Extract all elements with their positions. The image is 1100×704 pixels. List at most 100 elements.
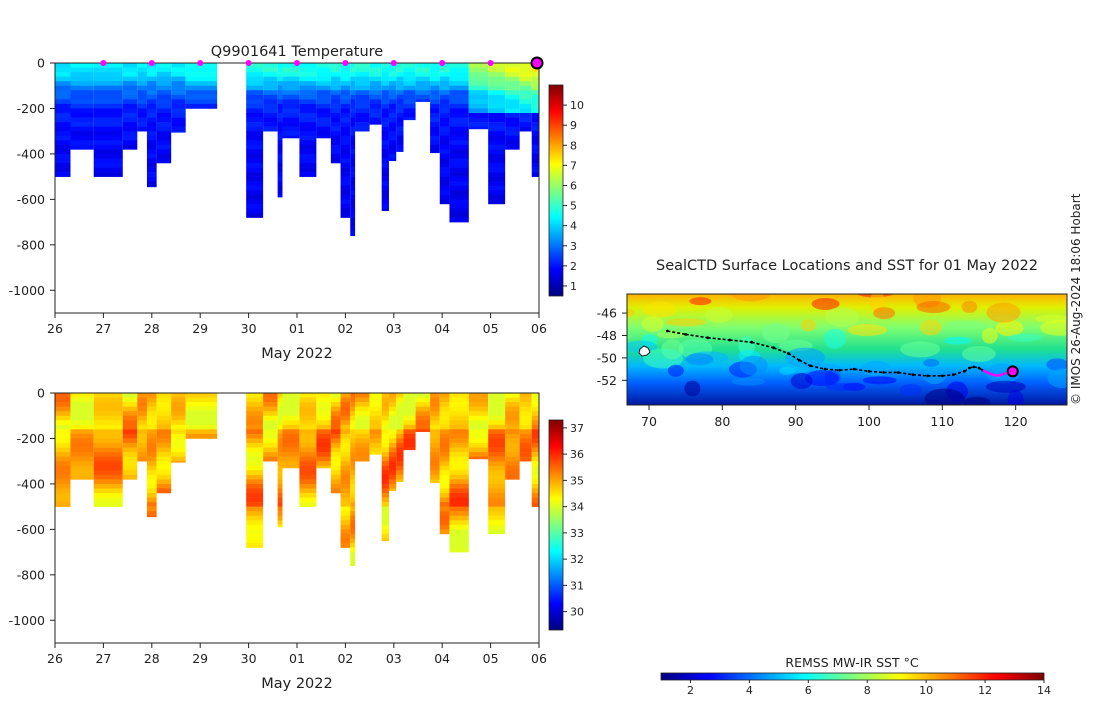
temperature-cell <box>449 190 469 196</box>
salinity-cell <box>93 406 123 412</box>
temperature-profile <box>277 63 283 198</box>
salinity-cell <box>488 524 506 530</box>
surface-markers <box>100 56 544 70</box>
sst-colorbar-tick-label: 6 <box>805 684 812 697</box>
salinity-cell <box>415 415 431 421</box>
temperature-cell <box>350 81 356 87</box>
salinity-cell <box>70 470 94 476</box>
salinity-cell <box>430 438 440 444</box>
salinity-cell <box>505 456 520 462</box>
temperature-cell <box>246 167 264 173</box>
salinity-cell <box>246 452 264 457</box>
salinity-cell <box>449 479 469 485</box>
salinity-cell <box>246 524 264 530</box>
temperature-cell <box>299 163 317 168</box>
salinity-cell <box>137 406 147 412</box>
temperature-cell <box>519 117 532 123</box>
temperature-cell <box>531 135 539 141</box>
salinity-profile <box>263 393 278 462</box>
temperature-cell <box>171 76 186 82</box>
salinity-cell <box>531 470 539 476</box>
temperature-cell <box>449 163 469 168</box>
temperature-cell <box>381 153 389 159</box>
salinity-cell <box>488 515 506 521</box>
recent-track-segment <box>996 372 1006 377</box>
temperature-cell <box>93 103 123 109</box>
temperature-cell <box>55 63 71 68</box>
temperature-cell <box>146 144 157 150</box>
temperature-cell <box>340 199 351 205</box>
temperature-cell <box>299 135 317 141</box>
temperature-cell <box>381 194 389 200</box>
salinity-cell <box>330 474 341 480</box>
temperature-cell <box>137 76 147 82</box>
temperature-cell <box>439 90 450 96</box>
salinity-cell <box>146 465 157 471</box>
temperature-cell <box>488 81 506 87</box>
temperature-cell <box>350 108 356 114</box>
salinity-cell <box>350 524 356 530</box>
y-tick-label: -200 <box>17 101 45 116</box>
salinity-cell <box>350 520 356 526</box>
track-segment <box>868 370 884 374</box>
temperature-cell <box>488 190 506 196</box>
temperature-cell <box>299 144 317 150</box>
temperature-cell <box>449 199 469 205</box>
salinity-cell <box>156 393 172 398</box>
temperature-cell <box>350 99 356 105</box>
salinity-cell <box>449 515 469 521</box>
salinity-cell <box>263 433 278 439</box>
temperature-cell <box>156 94 172 100</box>
x-tick-label: 05 <box>483 651 499 666</box>
temperature-cell <box>415 67 431 73</box>
salinity-cell <box>403 433 416 439</box>
salinity-cell <box>488 452 506 457</box>
salinity-cell <box>531 424 539 430</box>
salinity-cell <box>246 429 264 435</box>
salinity-cell <box>277 452 283 457</box>
temperature-cell <box>70 122 94 127</box>
salinity-cell <box>316 411 331 417</box>
temperature-cell <box>396 67 404 73</box>
temperature-cell <box>277 72 283 77</box>
salinity-cell <box>263 424 278 430</box>
temperature-cell <box>505 103 520 109</box>
salinity-cell <box>185 429 218 435</box>
temperature-cell <box>388 90 397 96</box>
sst-eddy <box>805 370 840 387</box>
temperature-cell <box>277 126 283 132</box>
salinity-cell <box>316 443 331 448</box>
sst-eddy <box>986 302 1021 323</box>
temperature-cell <box>350 176 356 182</box>
salinity-cell <box>55 479 71 485</box>
salinity-cell <box>505 474 520 480</box>
salinity-cell <box>330 479 341 485</box>
salinity-cell <box>403 420 416 426</box>
salinity-cell <box>350 506 356 512</box>
temperature-cell <box>282 135 300 139</box>
temperature-cell <box>156 72 172 77</box>
salinity-cell <box>388 483 397 489</box>
temperature-cell <box>468 63 489 68</box>
x-tick-label: 01 <box>289 651 305 666</box>
temperature-cell <box>488 108 506 114</box>
salinity-cell <box>93 402 123 407</box>
sst-eddy <box>790 372 813 389</box>
temperature-title: Q9901641 Temperature <box>211 44 384 60</box>
temperature-cell <box>340 99 351 105</box>
salinity-cell <box>439 447 450 453</box>
map-x-ticks: 70 80 90 100 110 120 <box>641 405 1028 429</box>
map-x-tick-label: 90 <box>788 414 804 429</box>
temperature-cell <box>282 131 300 137</box>
salinity-cell <box>246 397 264 403</box>
temperature-cell <box>439 153 450 159</box>
sst-eddy <box>961 300 978 313</box>
salinity-cell <box>122 461 138 467</box>
salinity-cell <box>137 411 147 417</box>
salinity-profile <box>137 393 147 462</box>
temperature-cell <box>350 226 356 232</box>
temperature-cell <box>277 144 283 150</box>
salinity-cell <box>316 461 331 467</box>
temperature-cell <box>330 122 341 127</box>
salinity-cell <box>396 429 404 435</box>
